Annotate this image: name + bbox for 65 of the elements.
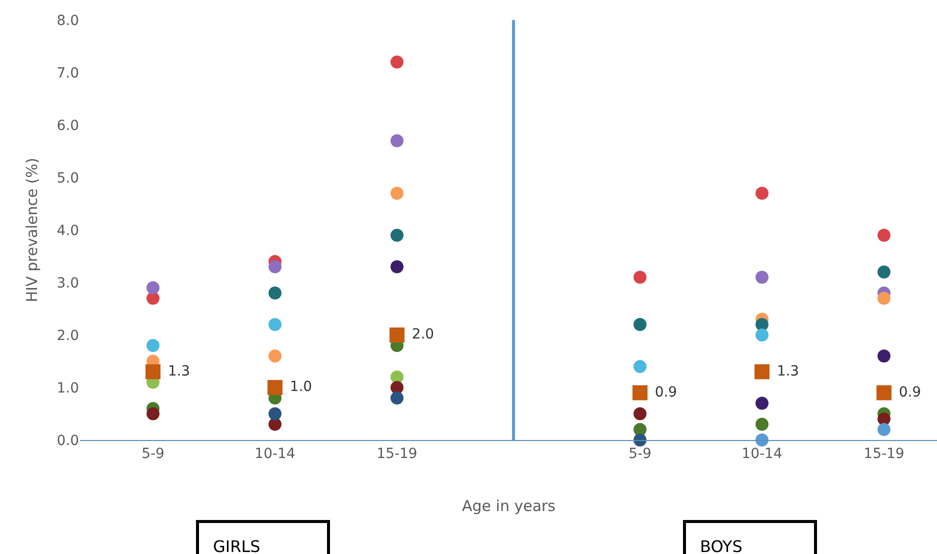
point [756,434,768,446]
x-tick-label: 10-14 [254,446,296,462]
data-label: 1.0 [285,379,312,395]
point [268,407,282,420]
point [878,423,890,436]
point [756,186,768,200]
data-label: 1.3 [772,363,800,380]
point [390,392,404,404]
x-tick-label: 15-19 [864,446,904,462]
x-tick-label: 10-14 [742,446,782,462]
data-label: 0.9 [650,384,678,400]
point [390,260,404,274]
point [756,418,768,431]
point [756,270,768,284]
point [756,328,768,342]
point [634,318,646,331]
point [634,423,646,436]
point [634,434,646,446]
point [146,281,160,294]
point [268,260,282,274]
x-tick-label: 5-9 [628,446,652,462]
point [756,396,768,410]
point [390,134,404,148]
y-tick-label: 7.0 [56,65,79,82]
point [268,350,282,362]
y-tick-label: 0.0 [56,432,79,449]
data-label: 0.9 [894,384,922,400]
point [632,385,648,400]
point [390,56,404,68]
x-tick-label: 15-19 [376,446,418,462]
point [390,186,404,200]
y-tick-label: 4.0 [56,222,79,239]
point [756,318,768,331]
point [146,364,160,380]
point [146,407,160,420]
point [634,407,646,420]
point [390,228,404,242]
point [268,318,282,331]
point [878,412,890,426]
point [878,292,890,305]
point [390,328,404,342]
x-tick-label: 5-9 [142,446,164,462]
text: BOYS [700,537,742,554]
point [878,350,890,362]
point [268,380,282,395]
data-label: 1.3 [163,363,190,380]
point [878,228,890,242]
point [876,385,892,400]
y-tick-label: 2.0 [56,328,79,344]
x-axis-title: Age in years [462,497,556,515]
point [146,339,160,352]
point [634,360,646,373]
y-tick-label: 1.0 [56,380,79,396]
point [268,286,282,300]
y-tick-label: 5.0 [56,170,79,186]
y-tick-label: 6.0 [56,118,79,134]
y-tick-label: 8.0 [56,12,79,29]
data-label: 2.0 [407,326,434,342]
point [390,381,404,394]
text: GIRLS [213,537,260,554]
point [754,364,770,380]
y-tick-label: 3.0 [56,275,79,292]
point [634,270,646,284]
point [878,266,890,278]
y-axis-title: HIV prevalence (%) [22,158,41,302]
